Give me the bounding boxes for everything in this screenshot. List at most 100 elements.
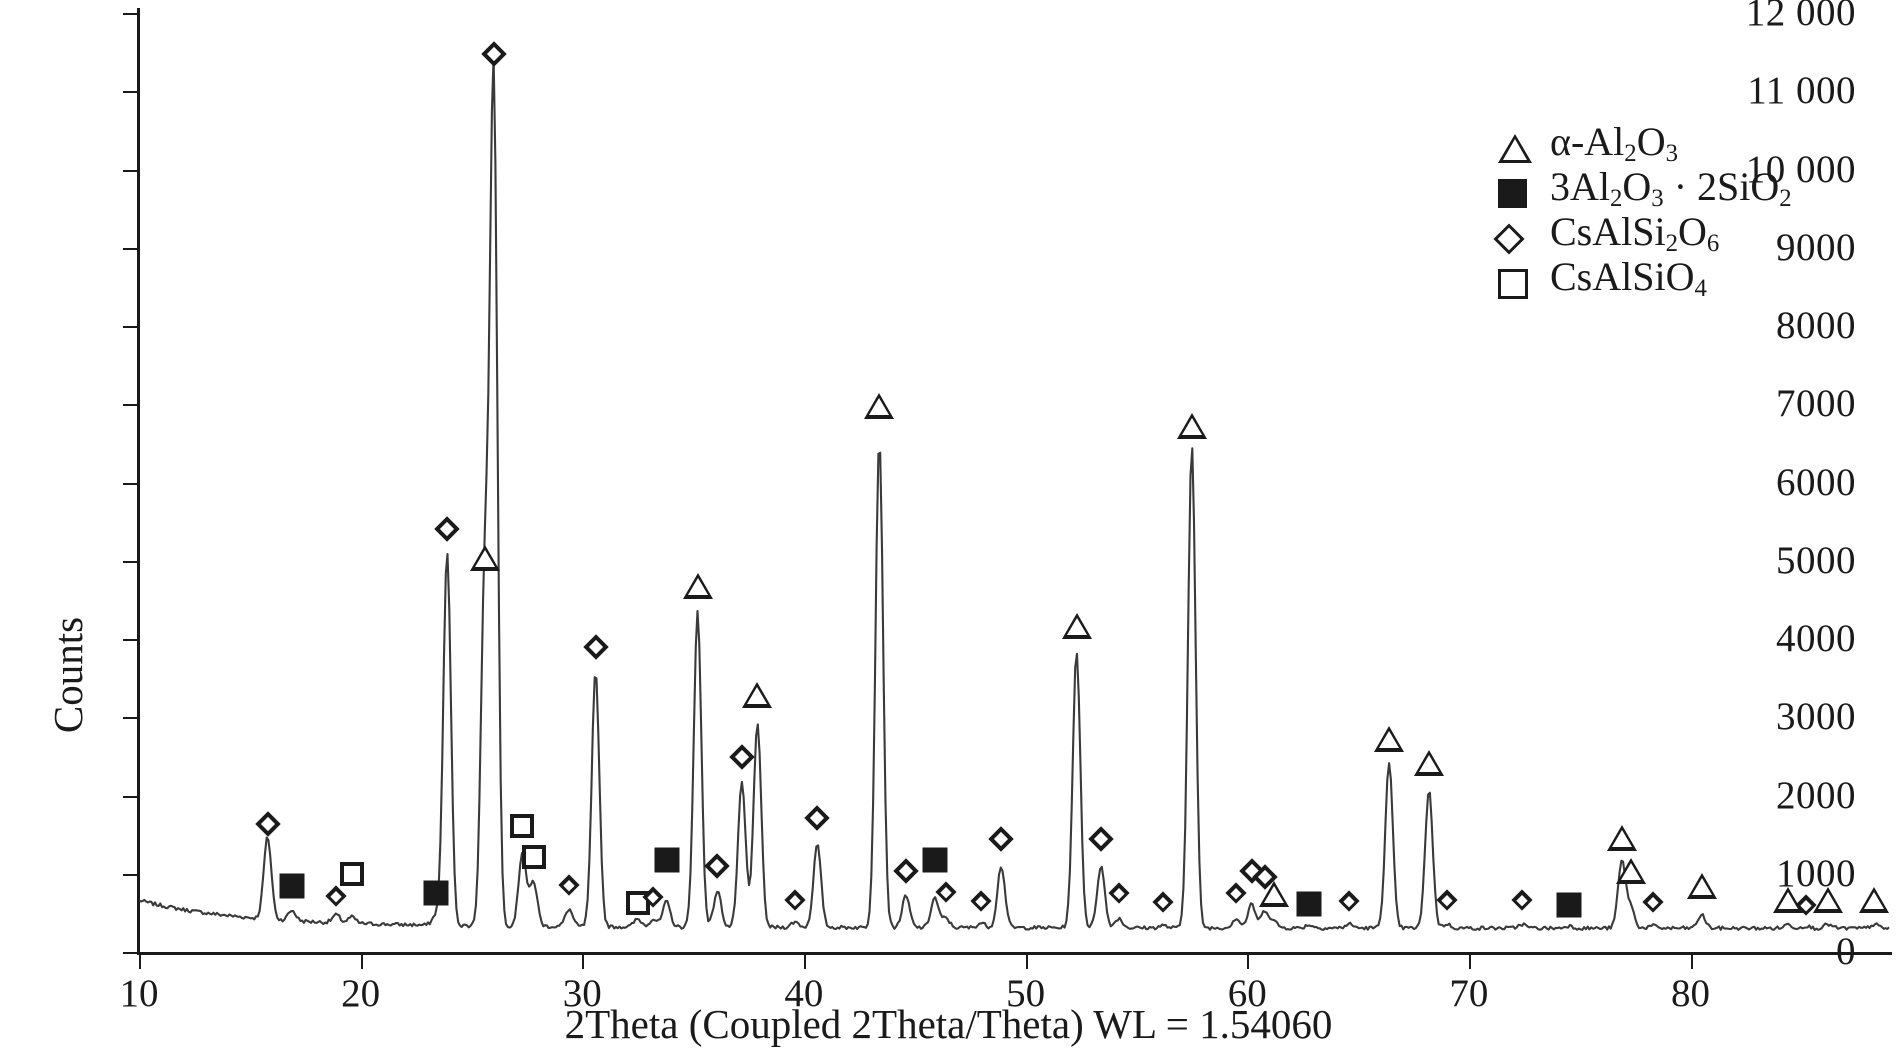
- x-tick-label: 20: [341, 972, 381, 1015]
- y-tick-label: 3000: [1776, 695, 1856, 739]
- legend-label: CsAlSi2O6: [1550, 209, 1720, 258]
- square-filled-marker-icon: [654, 847, 680, 873]
- y-tick: [123, 404, 138, 407]
- y-tick-label: 7000: [1776, 382, 1856, 426]
- peak-marker: [339, 861, 364, 886]
- peak-marker: [582, 634, 609, 660]
- peak-marker: [325, 885, 347, 907]
- diamond-open-marker-icon: [480, 41, 507, 68]
- peak-marker: [254, 811, 281, 838]
- diamond-open-marker-icon: [784, 889, 806, 911]
- peak-marker: [521, 845, 546, 870]
- peak-marker: [1686, 873, 1717, 900]
- y-tick-label: 12 000: [1745, 0, 1856, 34]
- legend-marker: [1498, 179, 1550, 208]
- triangle-open-marker-icon: [1686, 873, 1717, 900]
- peak-marker: [1859, 887, 1890, 914]
- y-tick: [123, 13, 138, 15]
- legend-marker: [1493, 222, 1550, 255]
- peak-marker: [742, 682, 773, 709]
- peak-marker: [804, 805, 830, 831]
- x-tick: [1468, 952, 1471, 969]
- y-axis-line: [137, 8, 140, 955]
- diamond-open-marker-icon: [254, 811, 281, 838]
- x-tick: [1690, 952, 1693, 969]
- diamond-open-marker-icon: [1642, 891, 1664, 913]
- peak-marker: [279, 873, 305, 899]
- square-filled-marker-icon: [1296, 891, 1322, 917]
- y-tick-label: 1000: [1776, 851, 1856, 895]
- x-tick-label: 80: [1671, 972, 1711, 1015]
- x-tick: [360, 952, 363, 969]
- square-filled-marker-icon: [1498, 179, 1527, 208]
- peak-marker: [1642, 891, 1664, 913]
- peak-marker: [423, 880, 449, 906]
- square-open-marker-icon: [510, 814, 535, 839]
- y-tick-label: 8000: [1776, 304, 1856, 347]
- y-axis-label-text: Counts: [45, 616, 91, 734]
- peak-marker: [988, 826, 1014, 853]
- x-axis-line: [137, 952, 1892, 955]
- diamond-open-marker-icon: [1088, 825, 1114, 852]
- diamond-open-marker-icon: [704, 853, 731, 879]
- y-tick-label: 2000: [1776, 773, 1856, 817]
- square-filled-marker-icon: [1556, 892, 1582, 918]
- peak-marker: [1088, 825, 1114, 852]
- peak-marker: [1773, 887, 1804, 914]
- peak-marker: [1795, 894, 1817, 916]
- x-tick: [803, 952, 806, 969]
- y-tick: [123, 560, 138, 563]
- peak-marker: [1061, 612, 1092, 639]
- peak-marker: [1176, 413, 1207, 440]
- peak-marker: [1511, 889, 1533, 911]
- triangle-open-marker-icon: [742, 682, 773, 709]
- peak-marker: [682, 572, 713, 599]
- y-tick-label: 4000: [1776, 617, 1856, 660]
- peak-marker: [1258, 881, 1289, 908]
- diamond-open-marker-icon: [970, 890, 992, 912]
- peak-marker: [970, 890, 992, 912]
- x-tick: [139, 952, 141, 969]
- peak-marker: [1152, 891, 1174, 913]
- peak-marker: [704, 853, 731, 879]
- legend: α-Al2O3 3Al2O3 · 2SiO2 CsAlSi2O6 CsAlSiO4: [1493, 122, 1897, 306]
- diamond-open-marker-icon: [642, 886, 664, 908]
- triangle-open-marker-icon: [1176, 413, 1207, 440]
- peak-marker: [1436, 889, 1458, 911]
- diamond-open-marker-icon: [582, 634, 609, 660]
- triangle-open-marker-icon: [1258, 881, 1289, 908]
- peak-marker: [922, 847, 948, 873]
- legend-item: 3Al2O3 · 2SiO2: [1498, 167, 1897, 216]
- triangle-open-marker-icon: [864, 392, 895, 419]
- diamond-open-marker-icon: [434, 516, 460, 543]
- diamond-open-marker-icon: [1225, 881, 1247, 904]
- legend-marker: [1498, 134, 1550, 163]
- peak-marker: [558, 874, 580, 897]
- x-tick: [582, 952, 585, 969]
- diamond-open-marker-icon: [729, 744, 755, 770]
- triangle-open-marker-icon: [1606, 824, 1637, 851]
- triangle-open-marker-icon: [1812, 887, 1843, 914]
- peak-marker: [469, 545, 500, 572]
- peak-marker: [784, 889, 806, 911]
- peak-marker: [1225, 881, 1247, 904]
- legend-label: 3Al2O3 · 2SiO2: [1550, 164, 1792, 213]
- square-open-marker-icon: [1498, 268, 1528, 299]
- diamond-open-marker-icon: [1152, 891, 1174, 913]
- diamond-open-marker-icon: [1511, 889, 1533, 911]
- peak-marker: [434, 516, 460, 543]
- diamond-open-marker-icon: [1493, 222, 1525, 255]
- peak-marker: [935, 881, 957, 903]
- peak-marker: [1296, 891, 1322, 917]
- peak-marker: [1812, 887, 1843, 914]
- peak-marker: [1606, 824, 1637, 851]
- triangle-open-marker-icon: [1498, 134, 1532, 163]
- x-tick-label: 60: [1227, 972, 1267, 1015]
- y-axis-label: Counts: [45, 560, 91, 790]
- y-tick: [123, 717, 138, 720]
- legend-label: α-Al2O3: [1550, 119, 1678, 168]
- y-tick-label: 9000: [1776, 225, 1856, 269]
- triangle-open-marker-icon: [469, 545, 500, 572]
- legend-item: CsAlSi2O6: [1493, 212, 1897, 261]
- diamond-open-marker-icon: [804, 805, 830, 831]
